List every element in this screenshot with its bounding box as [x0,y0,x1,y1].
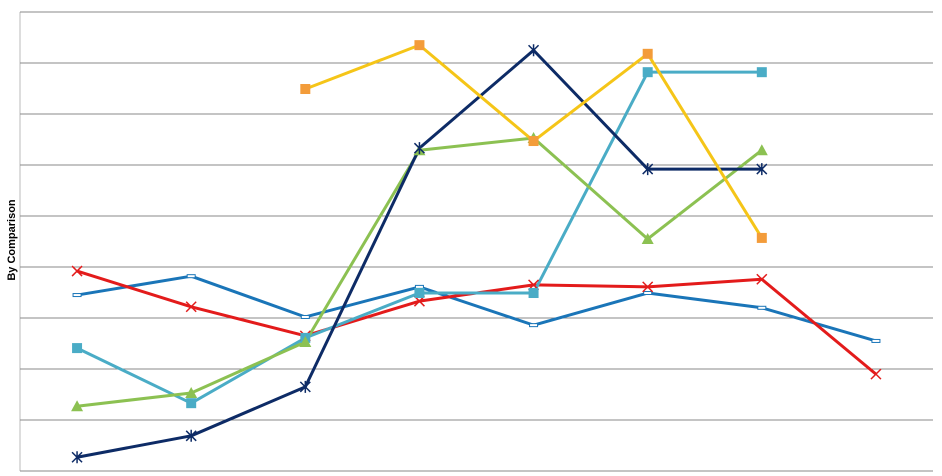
marker [414,288,425,299]
marker [755,144,768,156]
marker [756,67,767,78]
marker [299,380,311,393]
marker [756,163,768,176]
marker [72,343,83,354]
marker [71,451,83,464]
series-line [76,70,762,405]
marker [299,335,312,347]
marker [71,400,84,412]
marker [414,40,425,51]
marker [185,386,198,398]
marker [72,293,82,298]
marker [756,273,768,285]
marker [413,142,425,155]
marker [300,84,311,95]
marker [186,398,197,409]
marker [185,301,197,313]
marker [642,48,653,59]
marker [71,265,83,277]
marker [528,288,539,299]
marker [529,323,539,328]
marker [642,281,654,293]
marker [871,338,881,343]
marker [414,284,424,289]
marker [757,305,767,310]
marker [528,44,540,57]
marker [756,232,767,243]
y-axis-label: By Comparison [6,199,18,281]
marker [870,368,882,380]
marker [643,291,653,296]
marker [528,136,539,147]
marker [642,163,654,176]
marker [186,274,196,279]
marker [300,314,310,319]
marker [642,67,653,78]
series-line [76,269,877,376]
series-line [76,274,877,343]
marker [185,429,197,442]
series-line [76,136,763,408]
marker [641,232,654,244]
